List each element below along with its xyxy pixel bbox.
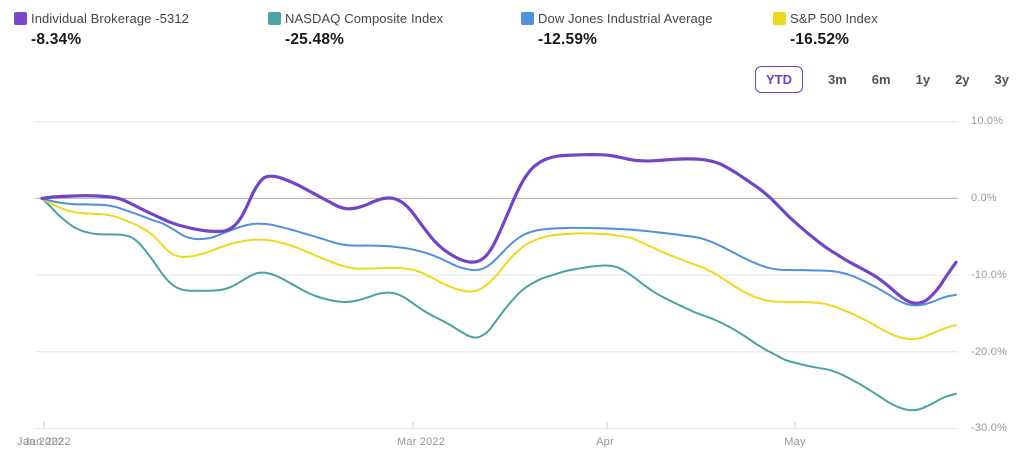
legend-item-individual-brokerage[interactable]: Individual Brokerage -5312 -8.34% [14, 11, 189, 49]
legend-return-value: -16.52% [790, 31, 850, 48]
x-axis-label-may: May [784, 436, 806, 448]
range-button-3m[interactable]: 3m [828, 66, 847, 93]
time-range-selector: YTD 3m 6m 1y 2y 3y [755, 66, 1009, 93]
x-axis-label-apr: Apr [596, 436, 614, 448]
legend-item-dow-jones[interactable]: Dow Jones Industrial Average -12.59% [521, 11, 713, 49]
range-button-3y[interactable]: 3y [995, 66, 1009, 93]
y-axis-label-neg30: -30.0% [971, 422, 1008, 434]
range-button-6m[interactable]: 6m [872, 66, 891, 93]
legend-item-sp500[interactable]: S&P 500 Index -16.52% [773, 11, 878, 49]
series-color-swatch-blue [521, 12, 534, 25]
range-button-1y[interactable]: 1y [916, 66, 930, 93]
legend-return-value: -25.48% [285, 31, 345, 48]
x-axis-label-jan-a: Jan 2022 [17, 436, 64, 448]
y-axis-label-0: 0.0% [971, 192, 997, 204]
series-line-nasdaq-composite-index [41, 197, 957, 412]
legend-item-nasdaq[interactable]: NASDAQ Composite Index -25.48% [268, 11, 443, 49]
legend-label: Dow Jones Industrial Average [538, 11, 713, 26]
series-color-swatch-purple [14, 12, 27, 25]
y-axis-label-neg10: -10.0% [971, 269, 1008, 281]
range-button-ytd[interactable]: YTD [755, 66, 803, 93]
x-axis-label-jan-b: Jan 2022 [24, 436, 71, 448]
y-axis-label-10: 10.0% [971, 115, 1004, 127]
series-line-individual-brokerage-5312 [40, 153, 958, 305]
series-line-s-p-500-index [41, 197, 957, 341]
legend-return-value: -8.34% [31, 31, 82, 48]
legend-label: NASDAQ Composite Index [285, 11, 444, 26]
series-line-dow-jones-industrial-average [41, 197, 957, 307]
series-color-swatch-yellow [773, 12, 786, 25]
range-button-2y[interactable]: 2y [955, 66, 969, 93]
series-color-swatch-teal [268, 12, 281, 25]
legend-return-value: -12.59% [538, 31, 598, 48]
y-axis-label-neg20: -20.0% [971, 346, 1008, 358]
x-axis-label-mar: Mar 2022 [396, 436, 446, 448]
legend-label: Individual Brokerage -5312 [31, 11, 189, 26]
legend-label: S&P 500 Index [790, 11, 878, 26]
